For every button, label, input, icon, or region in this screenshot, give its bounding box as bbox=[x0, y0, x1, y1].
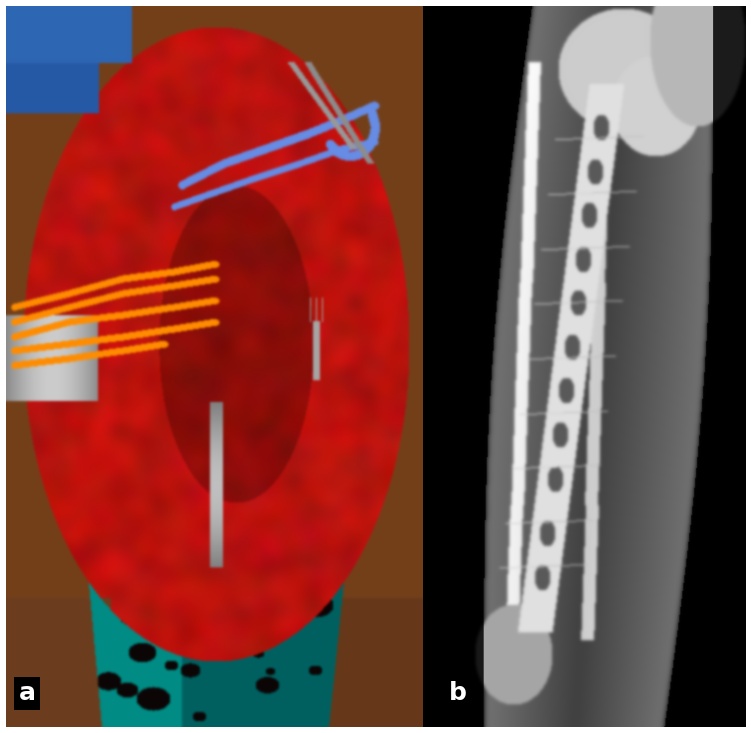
Text: b: b bbox=[448, 682, 466, 705]
Text: a: a bbox=[19, 682, 35, 705]
